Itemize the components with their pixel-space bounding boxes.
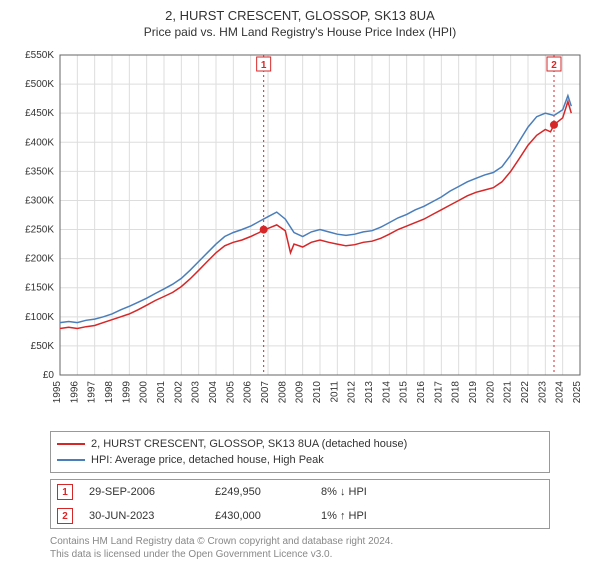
svg-text:1998: 1998 — [104, 381, 115, 404]
chart-plot-area: £0 £50K £100K £150K £200K £250K £300K £350K £400… — [10, 45, 590, 425]
footer-line1: Contains HM Land Registry data © Crown c… — [50, 535, 550, 548]
svg-text:2013: 2013 — [364, 381, 375, 404]
svg-text:1995: 1995 — [52, 381, 63, 404]
svg-text:2021: 2021 — [503, 381, 514, 404]
svg-text:2020: 2020 — [485, 381, 496, 404]
svg-text:2007: 2007 — [260, 381, 271, 404]
svg-text:2005: 2005 — [225, 381, 236, 404]
svg-text:1: 1 — [261, 60, 267, 71]
sales-table: 1 29-SEP-2006 £249,950 8% ↓ HPI 2 30-JUN-2023… — [50, 479, 550, 529]
svg-text:1996: 1996 — [69, 381, 80, 404]
svg-text:1997: 1997 — [87, 381, 98, 404]
svg-text:£550K: £550K — [25, 50, 54, 61]
svg-text:£400K: £400K — [25, 137, 54, 148]
legend-swatch — [57, 459, 85, 461]
footer-line2: This data is licensed under the Open Gov… — [50, 548, 550, 561]
sale-marker-icon: 1 — [57, 484, 73, 500]
legend-swatch — [57, 443, 85, 445]
svg-text:2023: 2023 — [537, 381, 548, 404]
line-chart-svg: £0 £50K £100K £150K £200K £250K £300K £350K £400… — [10, 45, 590, 425]
svg-text:2003: 2003 — [191, 381, 202, 404]
svg-text:2022: 2022 — [520, 381, 531, 404]
svg-text:2018: 2018 — [451, 381, 462, 404]
sale-hpi: 1% ↑ HPI — [321, 510, 411, 522]
svg-text:2011: 2011 — [329, 381, 340, 403]
legend-item: HPI: Average price, detached house, High… — [57, 452, 543, 468]
svg-text:£450K: £450K — [25, 108, 54, 119]
sale-price: £430,000 — [215, 510, 305, 522]
legend-label: 2, HURST CRESCENT, GLOSSOP, SK13 8UA (de… — [91, 436, 407, 452]
sale-hpi: 8% ↓ HPI — [321, 486, 411, 498]
svg-text:2015: 2015 — [399, 381, 410, 404]
svg-text:£350K: £350K — [25, 166, 54, 177]
sale-date: 29-SEP-2006 — [89, 486, 199, 498]
svg-text:2006: 2006 — [243, 381, 254, 404]
svg-text:£100K: £100K — [25, 312, 54, 323]
svg-text:2025: 2025 — [572, 381, 583, 404]
svg-text:2010: 2010 — [312, 381, 323, 404]
svg-text:2009: 2009 — [295, 381, 306, 404]
svg-text:2014: 2014 — [381, 381, 392, 404]
svg-text:2001: 2001 — [156, 381, 167, 404]
svg-text:£50K: £50K — [31, 341, 55, 352]
svg-text:2008: 2008 — [277, 381, 288, 404]
legend-box: 2, HURST CRESCENT, GLOSSOP, SK13 8UA (de… — [50, 431, 550, 473]
sale-row: 2 30-JUN-2023 £430,000 1% ↑ HPI — [51, 504, 549, 528]
svg-text:£200K: £200K — [25, 254, 54, 265]
sale-date: 30-JUN-2023 — [89, 510, 199, 522]
footer-attribution: Contains HM Land Registry data © Crown c… — [50, 535, 550, 561]
svg-text:£500K: £500K — [25, 79, 54, 90]
svg-text:2016: 2016 — [416, 381, 427, 404]
chart-title: 2, HURST CRESCENT, GLOSSOP, SK13 8UA — [10, 8, 590, 23]
svg-text:2017: 2017 — [433, 381, 444, 404]
sale-row: 1 29-SEP-2006 £249,950 8% ↓ HPI — [51, 480, 549, 504]
svg-text:£300K: £300K — [25, 195, 54, 206]
chart-container: 2, HURST CRESCENT, GLOSSOP, SK13 8UA Pri… — [0, 0, 600, 569]
svg-text:2: 2 — [551, 60, 557, 71]
chart-subtitle: Price paid vs. HM Land Registry's House … — [10, 25, 590, 39]
svg-text:2019: 2019 — [468, 381, 479, 404]
svg-text:2004: 2004 — [208, 381, 219, 404]
sale-marker-icon: 2 — [57, 508, 73, 524]
svg-text:2000: 2000 — [139, 381, 150, 404]
svg-text:2012: 2012 — [347, 381, 358, 404]
svg-text:2002: 2002 — [173, 381, 184, 404]
svg-text:£150K: £150K — [25, 283, 54, 294]
legend-label: HPI: Average price, detached house, High… — [91, 452, 324, 468]
legend-item: 2, HURST CRESCENT, GLOSSOP, SK13 8UA (de… — [57, 436, 543, 452]
svg-text:£0: £0 — [43, 370, 55, 381]
sale-price: £249,950 — [215, 486, 305, 498]
svg-text:1999: 1999 — [121, 381, 132, 404]
svg-text:2024: 2024 — [555, 381, 566, 404]
svg-text:£250K: £250K — [25, 225, 54, 236]
